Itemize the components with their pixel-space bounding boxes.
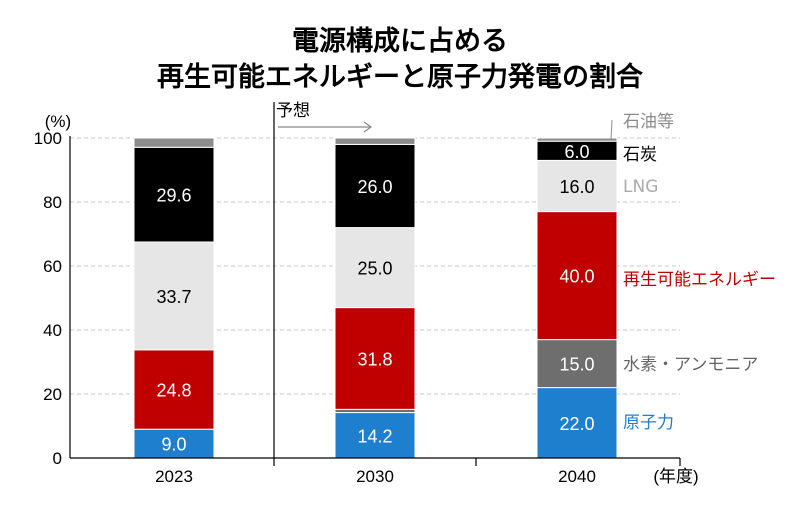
y-tick-label: 80 bbox=[43, 193, 62, 212]
x-tick-label: 2040 bbox=[558, 467, 596, 486]
bar-value-label: 6.0 bbox=[564, 142, 589, 162]
bar-value-label: 24.8 bbox=[156, 381, 191, 401]
bar-segment bbox=[536, 137, 618, 142]
bar-value-label: 25.0 bbox=[357, 259, 392, 279]
legend-label: 石油等 bbox=[623, 112, 674, 132]
bar-value-label: 29.6 bbox=[156, 186, 191, 206]
forecast-label: 予想 bbox=[276, 101, 310, 120]
bar-value-label: 33.7 bbox=[156, 287, 191, 307]
bar-value-label: 26.0 bbox=[357, 177, 392, 197]
forecast-arrow-head bbox=[363, 121, 373, 133]
bar-segment bbox=[536, 387, 618, 459]
bar-segment bbox=[536, 211, 618, 341]
legend-label: 水素・アンモニア bbox=[623, 355, 758, 375]
bar-segment bbox=[536, 159, 618, 213]
bar-value-label: 22.0 bbox=[559, 414, 594, 434]
bar-value-label: 14.2 bbox=[357, 426, 392, 446]
y-tick-label: 20 bbox=[43, 385, 62, 404]
x-tick-label: 2030 bbox=[356, 467, 394, 486]
x-tick-label: 2023 bbox=[155, 467, 193, 486]
y-tick-label: 100 bbox=[34, 129, 62, 148]
bar-segment bbox=[133, 349, 215, 430]
legend-label: 再生可能エネルギー bbox=[623, 270, 776, 290]
bars: 9.0 24.8 33.7 29.6 14.2 31.8 25.0 26.0 22.0 15.0 4… bbox=[133, 137, 618, 459]
legend-label: 石炭 bbox=[623, 145, 657, 165]
legend-leader-line bbox=[610, 119, 613, 140]
chart-title-line-2: 再生可能エネルギーと原子力発電の割合 bbox=[157, 61, 643, 93]
legend-label: 原子力 bbox=[623, 413, 674, 433]
bar-value-label: 16.0 bbox=[559, 177, 594, 197]
bar-value-label: 31.8 bbox=[357, 349, 392, 369]
bar-segment bbox=[133, 137, 215, 148]
y-tick-label: 0 bbox=[53, 449, 62, 468]
bar-segment bbox=[334, 307, 416, 410]
bar-value-label: 9.0 bbox=[161, 435, 186, 455]
chart-title-line-1: 電源構成に占める bbox=[292, 26, 508, 57]
bar-value-label: 40.0 bbox=[559, 267, 594, 287]
bar-value-label: 15.0 bbox=[559, 355, 594, 375]
x-axis-label: (年度) bbox=[653, 467, 698, 486]
bar-segment bbox=[133, 428, 215, 459]
bar-segment bbox=[536, 339, 618, 389]
y-axis-label: (%) bbox=[45, 112, 71, 131]
y-tick-label: 60 bbox=[43, 257, 62, 276]
y-tick-label: 40 bbox=[43, 321, 62, 340]
legend-label: LNG bbox=[623, 177, 658, 197]
bar-segment bbox=[334, 137, 416, 145]
